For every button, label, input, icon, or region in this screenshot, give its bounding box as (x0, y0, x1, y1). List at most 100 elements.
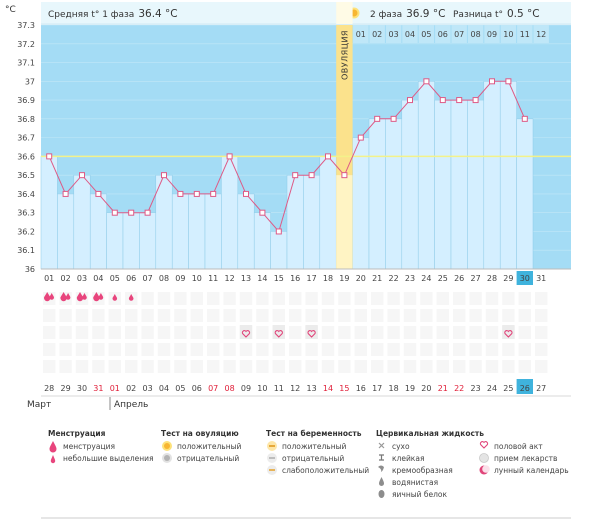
current-day-highlight (516, 271, 533, 285)
y-tick-label: 37.2 (17, 40, 35, 49)
marker-cell (387, 343, 400, 356)
phase2-day-cell (467, 25, 484, 43)
marker-cell (272, 292, 285, 305)
marker-cell (403, 360, 417, 373)
y-tick-label: 37 (25, 77, 35, 86)
legend-cervical-fluid: Цервикальная жидкость сухо клейкая кремо… (376, 429, 484, 499)
cycle-day-label: 10 (192, 274, 202, 283)
svg-text:кремообразная: кремообразная (392, 466, 453, 475)
test-negative-icon (267, 453, 277, 463)
menstruation-drop-icon (82, 293, 87, 300)
marker-cell (223, 292, 236, 305)
menstruation-drop-icon (43, 292, 51, 302)
temperature-bar (270, 231, 288, 270)
phase2-day-cell (451, 25, 467, 43)
current-cycle-day-label: 30 (520, 274, 530, 283)
y-tick-label: 36.1 (17, 246, 35, 255)
temperature-point (308, 172, 315, 179)
marker-cell (223, 309, 236, 322)
marker-cell (92, 326, 105, 339)
marker-cell (469, 292, 482, 305)
moon-icon (479, 465, 490, 475)
marker-cell (403, 292, 417, 305)
calendar-date-label: 04 (159, 384, 169, 393)
marker-cell (174, 326, 187, 339)
heart-icon (479, 441, 489, 449)
temperature-bar (106, 212, 124, 270)
marker-cell (256, 309, 269, 322)
marker-cell (453, 309, 466, 322)
test-weak-icon (267, 465, 277, 475)
marker-cell (403, 326, 417, 339)
calendar-date-label: 09 (241, 384, 251, 393)
temperature-bar (483, 81, 501, 270)
marker-cell (190, 326, 203, 339)
marker-cell (518, 360, 531, 373)
marker-cell (125, 360, 138, 373)
y-tick-label: 36.9 (17, 96, 35, 105)
cycle-day-label: 11 (208, 274, 218, 283)
marker-cell (420, 326, 433, 339)
marker-cell (239, 309, 253, 322)
marker-cell (338, 326, 351, 339)
calendar-date-label: 20 (421, 384, 431, 393)
temperature-point (505, 78, 512, 85)
temperature-bar (417, 81, 435, 270)
marker-cell (469, 309, 482, 322)
marker-cell (436, 309, 449, 322)
marker-cell (338, 309, 351, 322)
cycle-day-label: 13 (241, 274, 251, 283)
phase2-day-cell (418, 25, 435, 43)
marker-cell (223, 360, 236, 373)
marker-cell (43, 360, 56, 373)
calendar-date-label: 14 (323, 384, 333, 393)
temperature-point (390, 115, 397, 122)
marker-cell (174, 292, 187, 305)
temperature-point (407, 97, 413, 104)
small-drop-icon (50, 455, 56, 464)
marker-cell (371, 309, 384, 322)
current-date-highlight (516, 379, 533, 394)
calendar-date-label: 31 (93, 384, 103, 393)
marker-cell (239, 292, 253, 305)
heart-icon (241, 330, 251, 338)
temperature-point (111, 209, 118, 216)
calendar-date-label: 06 (192, 384, 202, 393)
marker-cell (436, 360, 449, 373)
current-calendar-date-label: 26 (520, 384, 530, 393)
phase2-day-label: 10 (503, 30, 513, 39)
phase2-day-label: 12 (536, 30, 546, 39)
svg-text:положительный: положительный (177, 442, 242, 451)
marker-cell (59, 343, 72, 356)
egg-white-icon (378, 490, 385, 498)
menstruation-drop-icon (60, 292, 67, 302)
marker-cell (338, 292, 351, 305)
marker-cell (518, 292, 531, 305)
svg-text:слабоположительный: слабоположительный (282, 466, 369, 475)
marker-cell (125, 343, 138, 356)
phase2-day-row: 01 02 03 04 05 06 07 08 09 10 11 12 (353, 25, 549, 43)
temperature-bar (171, 193, 189, 270)
marker-cell (108, 360, 121, 373)
temperature-bar (499, 81, 517, 270)
header-band (41, 2, 571, 24)
temperature-bar (385, 118, 403, 270)
temperature-point (177, 190, 184, 197)
marker-cell (92, 343, 105, 356)
menstruation-drop-icon (65, 293, 71, 300)
temperature-bar (204, 193, 222, 270)
marker-cell (223, 326, 236, 339)
calendar-date-label: 21 (438, 384, 448, 393)
marker-cell (485, 292, 499, 305)
marker-cell (338, 343, 351, 356)
calendar-date-label: 18 (389, 384, 399, 393)
temperature-bar (303, 174, 321, 270)
difference-label: Разница t° 0.5 °C (453, 8, 540, 20)
svg-text:менструация: менструация (63, 442, 115, 451)
marker-cell (321, 343, 335, 356)
temperature-points (46, 78, 528, 235)
marker-cell (371, 292, 384, 305)
marker-cell (321, 309, 335, 322)
marker-cell (453, 343, 466, 356)
